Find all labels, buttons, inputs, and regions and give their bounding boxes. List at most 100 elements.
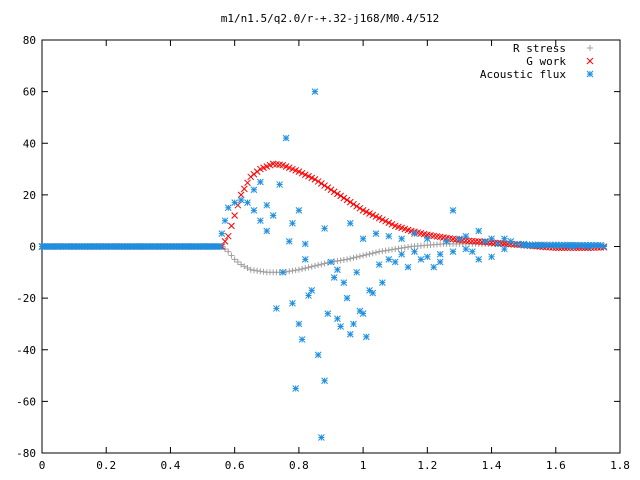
y-tick-label: -60 bbox=[16, 395, 36, 408]
data-point bbox=[334, 190, 341, 198]
data-point bbox=[344, 256, 351, 263]
data-point bbox=[501, 245, 508, 253]
data-point bbox=[321, 182, 328, 189]
data-point bbox=[254, 267, 261, 274]
data-point bbox=[436, 258, 444, 266]
data-point bbox=[356, 204, 364, 212]
data-point bbox=[292, 385, 300, 392]
data-point bbox=[494, 240, 502, 248]
data-point bbox=[360, 252, 367, 259]
data-point bbox=[321, 225, 328, 232]
data-point bbox=[269, 212, 277, 219]
y-tick-label: 40 bbox=[23, 137, 36, 150]
data-point bbox=[334, 266, 341, 274]
data-point bbox=[353, 268, 361, 276]
data-point bbox=[369, 250, 376, 257]
data-point bbox=[423, 253, 431, 261]
data-point bbox=[343, 196, 351, 204]
data-point bbox=[475, 256, 483, 263]
data-point bbox=[359, 310, 367, 317]
x-tick-label: 0.6 bbox=[225, 459, 245, 472]
data-point bbox=[295, 207, 303, 214]
x-tick-label: 1.6 bbox=[546, 459, 566, 472]
data-point bbox=[388, 220, 396, 228]
data-point bbox=[257, 268, 264, 275]
data-point bbox=[241, 263, 248, 270]
data-point bbox=[286, 268, 293, 275]
data-point bbox=[308, 287, 316, 294]
y-tick-label: 20 bbox=[23, 189, 36, 202]
data-point bbox=[382, 247, 389, 254]
data-point bbox=[308, 263, 315, 270]
data-point bbox=[250, 207, 258, 214]
data-point bbox=[337, 323, 344, 330]
data-point bbox=[411, 230, 418, 237]
data-point bbox=[449, 248, 457, 256]
data-point bbox=[311, 262, 318, 269]
data-point bbox=[314, 351, 322, 359]
data-point bbox=[597, 241, 605, 249]
data-point bbox=[216, 243, 224, 250]
data-point bbox=[526, 241, 534, 249]
data-point bbox=[356, 253, 363, 260]
data-point bbox=[462, 232, 470, 240]
x-tick-label: 1 bbox=[360, 459, 367, 472]
data-point bbox=[250, 267, 257, 274]
data-point bbox=[247, 266, 254, 273]
data-point bbox=[302, 265, 309, 272]
data-point bbox=[392, 246, 399, 253]
series-g-work bbox=[38, 160, 608, 252]
data-point bbox=[513, 240, 521, 248]
data-point bbox=[218, 230, 226, 237]
data-point bbox=[372, 249, 379, 256]
data-point bbox=[366, 250, 373, 257]
legend-marker bbox=[587, 45, 593, 51]
data-point bbox=[228, 222, 235, 230]
data-point bbox=[346, 198, 354, 206]
data-point bbox=[362, 333, 370, 341]
data-point bbox=[299, 265, 306, 272]
data-point bbox=[298, 336, 306, 343]
data-point bbox=[353, 202, 361, 210]
x-tick-label: 0.8 bbox=[289, 459, 309, 472]
data-point bbox=[468, 248, 476, 256]
data-point bbox=[366, 210, 373, 217]
y-tick-label: 60 bbox=[23, 86, 36, 99]
x-tick-label: 0 bbox=[39, 459, 46, 472]
legend-marker bbox=[586, 70, 594, 78]
data-point bbox=[330, 274, 338, 281]
legend-label: G work bbox=[526, 55, 566, 68]
data-point bbox=[449, 207, 457, 214]
data-point bbox=[590, 241, 598, 249]
data-point bbox=[372, 213, 380, 220]
data-point bbox=[475, 227, 483, 235]
data-point bbox=[404, 263, 412, 271]
data-point bbox=[330, 188, 338, 196]
data-point bbox=[221, 217, 229, 225]
data-point bbox=[340, 279, 348, 286]
data-point bbox=[347, 255, 354, 262]
series bbox=[38, 88, 608, 441]
data-point bbox=[244, 199, 251, 206]
data-point bbox=[295, 168, 303, 175]
data-point bbox=[376, 248, 383, 255]
data-point bbox=[552, 241, 560, 249]
data-point bbox=[423, 235, 431, 243]
data-point bbox=[359, 235, 367, 243]
data-point bbox=[228, 252, 235, 259]
data-point bbox=[385, 247, 392, 254]
data-point bbox=[340, 194, 348, 202]
data-point bbox=[549, 241, 556, 249]
data-point bbox=[301, 171, 309, 179]
data-point bbox=[314, 178, 322, 185]
data-point bbox=[321, 377, 328, 385]
data-point bbox=[231, 199, 239, 206]
data-point bbox=[305, 292, 312, 299]
data-point bbox=[289, 299, 296, 307]
data-point bbox=[276, 181, 283, 188]
data-point bbox=[334, 315, 341, 323]
data-point bbox=[311, 88, 319, 95]
data-point bbox=[301, 240, 309, 248]
